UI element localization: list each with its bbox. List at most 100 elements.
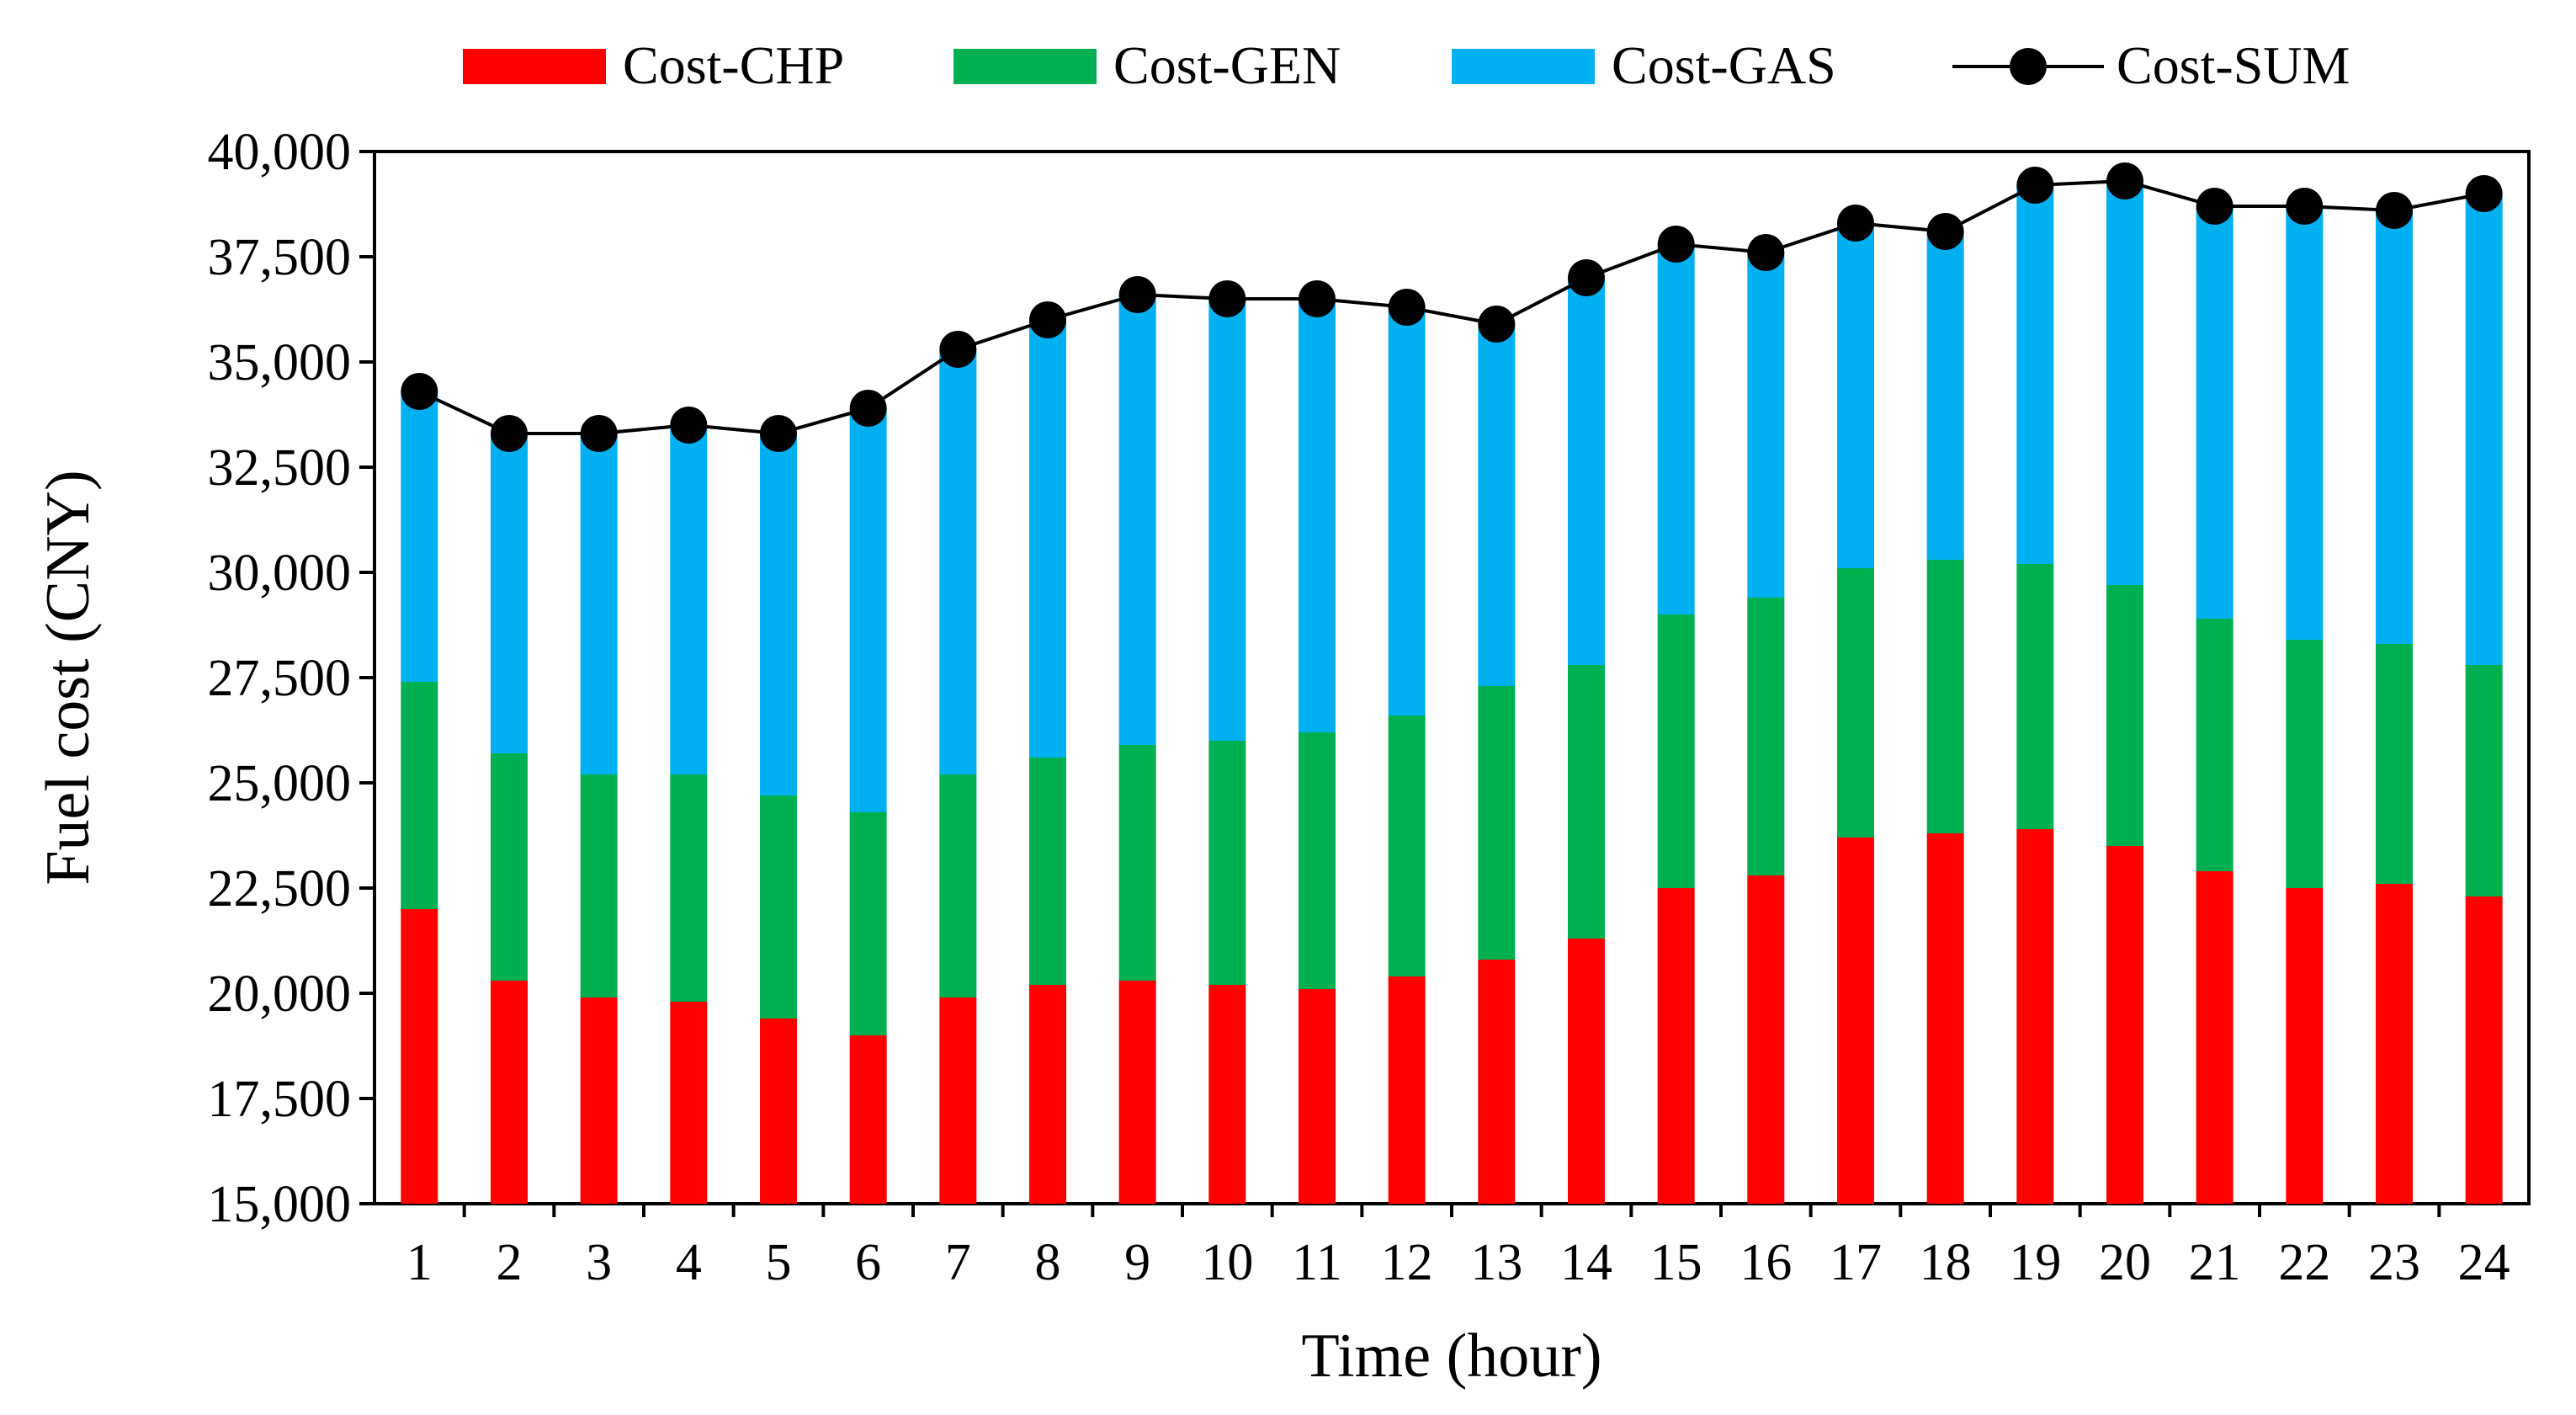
- bar-cost-chp-hour-19: [2016, 829, 2054, 1204]
- bar-cost-chp-hour-8: [1029, 985, 1066, 1204]
- bar-cost-gas-hour-5: [760, 434, 797, 795]
- x-tick-label: 24: [2458, 1234, 2510, 1291]
- cost-sum-point-hour-20: [2106, 162, 2143, 199]
- y-tick-label: 22,500: [208, 860, 352, 918]
- bar-cost-gas-hour-17: [1837, 223, 1874, 568]
- bar-cost-gen-hour-8: [1029, 758, 1066, 985]
- bar-cost-gen-hour-5: [760, 795, 797, 1019]
- bar-cost-chp-hour-24: [2465, 896, 2503, 1204]
- bar-cost-chp-hour-15: [1657, 888, 1695, 1204]
- y-tick-label: 17,500: [208, 1071, 352, 1128]
- bar-cost-chp-hour-9: [1118, 981, 1156, 1204]
- cost-sum-point-hour-9: [1118, 276, 1156, 313]
- bar-cost-gen-hour-11: [1299, 732, 1336, 989]
- bar-cost-chp-hour-5: [760, 1019, 797, 1204]
- bar-cost-gen-hour-2: [491, 753, 528, 981]
- cost-sum-point-hour-24: [2465, 175, 2503, 212]
- legend-label-cost-chp: Cost-CHP: [623, 35, 844, 95]
- y-tick-label: 35,000: [208, 334, 352, 391]
- bar-cost-gas-hour-20: [2106, 181, 2143, 585]
- x-tick-label: 16: [1739, 1234, 1792, 1291]
- legend-swatch-cost-gas: [1452, 49, 1595, 84]
- bar-cost-gen-hour-15: [1657, 614, 1695, 888]
- bar-cost-gen-hour-7: [939, 774, 977, 997]
- cost-sum-point-hour-21: [2196, 188, 2233, 225]
- cost-sum-point-hour-11: [1299, 280, 1336, 317]
- x-tick-label: 14: [1560, 1234, 1612, 1291]
- cost-sum-point-hour-8: [1029, 301, 1066, 338]
- bar-cost-gas-hour-10: [1208, 299, 1246, 741]
- x-axis: 1 2 3 4 5 6 7 8 9 10 11 12 13 14 15 16 17 18 19 20 21 22 23 24: [406, 1204, 2510, 1291]
- bar-cost-gas-hour-7: [939, 349, 977, 774]
- y-tick-label: 15,000: [208, 1176, 352, 1233]
- legend: Cost-CHP Cost-GEN Cost-GAS Cost-SUM: [463, 35, 2350, 95]
- bar-cost-gas-hour-23: [2376, 210, 2413, 644]
- y-axis: 15,000 17,500 20,000 22,500 25,000 27,500 30,0…: [208, 124, 374, 1233]
- bar-cost-gen-hour-1: [401, 682, 438, 909]
- bar-cost-chp-hour-1: [401, 909, 438, 1204]
- bar-cost-chp-hour-18: [1926, 833, 1964, 1204]
- cost-sum-point-hour-7: [939, 331, 977, 368]
- legend-label-cost-sum: Cost-SUM: [2117, 35, 2350, 95]
- y-axis-title: Fuel cost (CNY): [34, 470, 103, 885]
- x-tick-label: 9: [1124, 1234, 1150, 1291]
- cost-sum-point-hour-12: [1388, 289, 1426, 326]
- x-tick-label: 6: [855, 1234, 881, 1291]
- bar-cost-chp-hour-10: [1208, 985, 1246, 1204]
- bar-cost-gas-hour-14: [1568, 278, 1605, 665]
- x-tick-label: 10: [1201, 1234, 1253, 1291]
- bar-cost-gas-hour-13: [1478, 324, 1516, 686]
- x-tick-label: 22: [2278, 1234, 2330, 1291]
- legend-label-cost-gen: Cost-GEN: [1113, 35, 1341, 95]
- y-tick-label: 27,500: [208, 650, 352, 707]
- bar-cost-gen-hour-14: [1568, 665, 1605, 939]
- cost-sum-point-hour-17: [1837, 205, 1874, 242]
- bar-cost-gen-hour-3: [580, 774, 618, 997]
- y-tick-label: 25,000: [208, 755, 352, 812]
- y-tick-label: 20,000: [208, 965, 352, 1023]
- bar-cost-chp-hour-11: [1299, 989, 1336, 1204]
- bar-cost-chp-hour-14: [1568, 939, 1605, 1204]
- bar-cost-chp-hour-7: [939, 997, 977, 1204]
- x-tick-label: 3: [586, 1234, 612, 1291]
- x-tick-label: 8: [1035, 1234, 1061, 1291]
- bar-cost-chp-hour-6: [849, 1035, 887, 1204]
- bar-cost-gen-hour-4: [670, 774, 708, 1002]
- y-tick-label: 37,500: [208, 229, 352, 286]
- cost-sum-point-hour-13: [1478, 306, 1516, 343]
- x-tick-label: 5: [766, 1234, 792, 1291]
- bar-cost-chp-hour-12: [1388, 976, 1426, 1204]
- cost-sum-point-hour-6: [849, 390, 887, 427]
- bar-cost-gen-hour-24: [2465, 665, 2503, 896]
- legend-swatch-cost-gen: [953, 49, 1097, 84]
- bar-cost-gen-hour-10: [1208, 741, 1246, 985]
- bar-cost-gas-hour-9: [1118, 295, 1156, 745]
- bar-cost-gas-hour-16: [1747, 253, 1785, 598]
- bar-cost-gas-hour-22: [2286, 206, 2324, 640]
- bar-cost-gen-hour-17: [1837, 568, 1874, 838]
- bar-cost-gas-hour-21: [2196, 206, 2233, 619]
- bar-cost-gas-hour-19: [2016, 185, 2054, 564]
- x-tick-label: 4: [676, 1234, 702, 1291]
- x-tick-label: 20: [2099, 1234, 2151, 1291]
- x-tick-label: 23: [2368, 1234, 2420, 1291]
- bar-cost-gas-hour-3: [580, 434, 618, 774]
- cost-sum-point-hour-16: [1747, 234, 1785, 271]
- bar-cost-gas-hour-18: [1926, 231, 1964, 560]
- cost-sum-point-hour-23: [2376, 192, 2413, 229]
- bar-cost-gas-hour-1: [401, 391, 438, 682]
- bar-cost-chp-hour-2: [491, 981, 528, 1204]
- bar-cost-gen-hour-22: [2286, 640, 2324, 888]
- bar-cost-gen-hour-13: [1478, 686, 1516, 960]
- bar-cost-gas-hour-4: [670, 425, 708, 774]
- x-tick-label: 12: [1381, 1234, 1433, 1291]
- bar-cost-chp-hour-23: [2376, 884, 2413, 1204]
- bar-cost-gas-hour-8: [1029, 320, 1066, 758]
- x-tick-label: 18: [1920, 1234, 1972, 1291]
- bar-cost-gen-hour-20: [2106, 585, 2143, 846]
- bar-cost-gas-hour-15: [1657, 244, 1695, 614]
- bar-cost-chp-hour-3: [580, 997, 618, 1204]
- cost-sum-point-hour-5: [760, 415, 797, 452]
- cost-sum-point-hour-15: [1657, 226, 1695, 263]
- y-tick-label: 30,000: [208, 545, 352, 602]
